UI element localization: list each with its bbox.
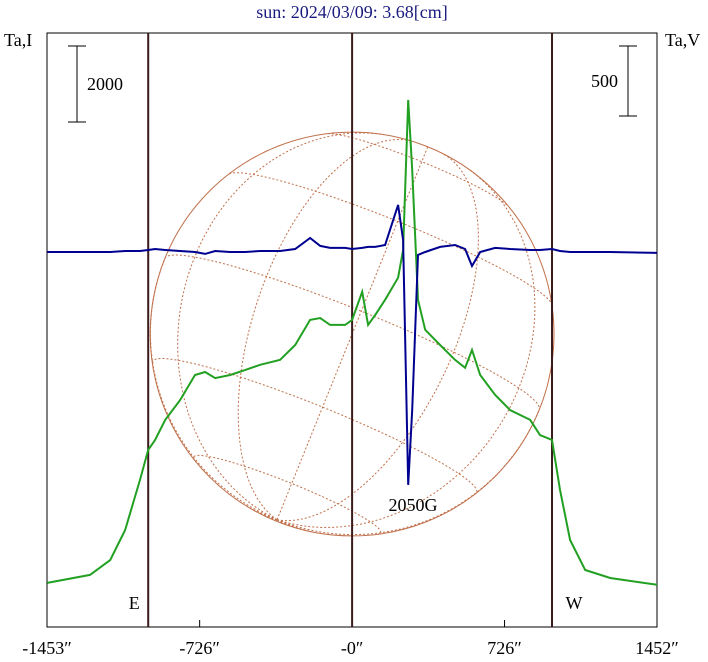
sun-grid xyxy=(192,454,382,535)
x-tick-label: -1453″ xyxy=(22,638,72,658)
sun-grid xyxy=(149,258,278,521)
limb-label: W xyxy=(566,593,583,613)
sun-grid xyxy=(276,519,278,522)
sun-grid xyxy=(276,168,536,529)
y2-axis-label: Ta,V xyxy=(665,30,700,50)
scale-label: 500 xyxy=(591,71,618,91)
sun-grid xyxy=(276,146,429,520)
y-axis-label: Ta,I xyxy=(4,30,32,50)
sun-grid xyxy=(237,138,414,521)
annotation: 2050G xyxy=(389,495,438,515)
series-line xyxy=(47,99,658,586)
chart-title: sun: 2024/03/09: 3.68[cm] xyxy=(256,2,448,22)
sun-grid xyxy=(229,172,553,305)
series-line xyxy=(47,204,658,485)
x-tick-label: 726″ xyxy=(487,638,522,658)
sun-grid xyxy=(177,132,384,521)
x-tick-label: -0″ xyxy=(341,638,364,658)
limb-label: E xyxy=(129,593,140,613)
x-tick-label: 1452″ xyxy=(635,638,679,658)
sun-grid xyxy=(151,358,478,494)
sun-grid xyxy=(276,152,479,522)
scale-label: 2000 xyxy=(87,74,123,94)
x-tick-label: -726″ xyxy=(179,638,220,658)
sun-grid xyxy=(276,409,540,536)
sun-grid xyxy=(327,133,510,208)
sun-grid xyxy=(164,254,541,410)
sun-grid xyxy=(276,519,287,526)
